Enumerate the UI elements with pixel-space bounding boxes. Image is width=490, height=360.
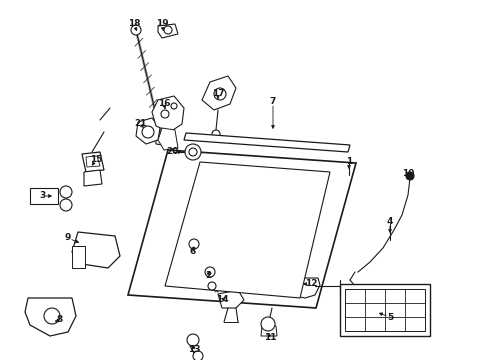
Text: 7: 7 [270,98,276,107]
Circle shape [193,351,203,360]
Polygon shape [158,128,178,150]
Polygon shape [345,289,425,331]
Text: 19: 19 [156,19,168,28]
Polygon shape [158,24,178,38]
Circle shape [161,110,169,118]
Polygon shape [30,188,58,204]
Text: 8: 8 [57,315,63,324]
Text: 18: 18 [128,19,140,28]
Text: 6: 6 [190,248,196,256]
Circle shape [185,144,201,160]
Text: 16: 16 [158,99,170,108]
Circle shape [189,148,197,156]
Circle shape [205,267,215,277]
Text: 15: 15 [90,156,102,165]
Text: 3: 3 [39,192,45,201]
Circle shape [261,317,275,331]
Text: 11: 11 [264,333,276,342]
Polygon shape [25,298,76,336]
Circle shape [189,239,199,249]
Polygon shape [82,152,104,172]
Polygon shape [261,326,277,336]
Circle shape [142,126,154,138]
Polygon shape [156,136,170,146]
Polygon shape [165,162,330,298]
Text: 2: 2 [205,271,211,280]
Text: 14: 14 [216,296,228,305]
Circle shape [60,199,72,211]
Circle shape [208,282,216,290]
Polygon shape [86,156,100,167]
Circle shape [60,186,72,198]
Polygon shape [184,133,350,152]
Circle shape [187,334,199,346]
Text: 10: 10 [402,170,414,179]
Text: 12: 12 [305,279,317,288]
Polygon shape [218,290,244,308]
Circle shape [214,88,226,100]
Circle shape [131,25,141,35]
Polygon shape [136,118,160,144]
Circle shape [171,103,177,109]
Polygon shape [84,170,102,186]
Polygon shape [202,76,236,110]
Text: 9: 9 [65,234,71,243]
Polygon shape [72,232,120,268]
Text: 17: 17 [212,90,224,99]
Text: 1: 1 [346,158,352,166]
Polygon shape [152,96,184,132]
Text: 4: 4 [387,217,393,226]
Circle shape [44,308,60,324]
Circle shape [406,172,414,180]
Circle shape [212,130,220,138]
Polygon shape [282,278,320,298]
Circle shape [164,26,172,34]
Text: 13: 13 [188,346,200,355]
Polygon shape [128,150,356,308]
Text: 5: 5 [387,312,393,321]
Text: 20: 20 [166,148,178,157]
Polygon shape [340,284,430,336]
Text: 21: 21 [134,120,146,129]
Polygon shape [72,246,85,268]
